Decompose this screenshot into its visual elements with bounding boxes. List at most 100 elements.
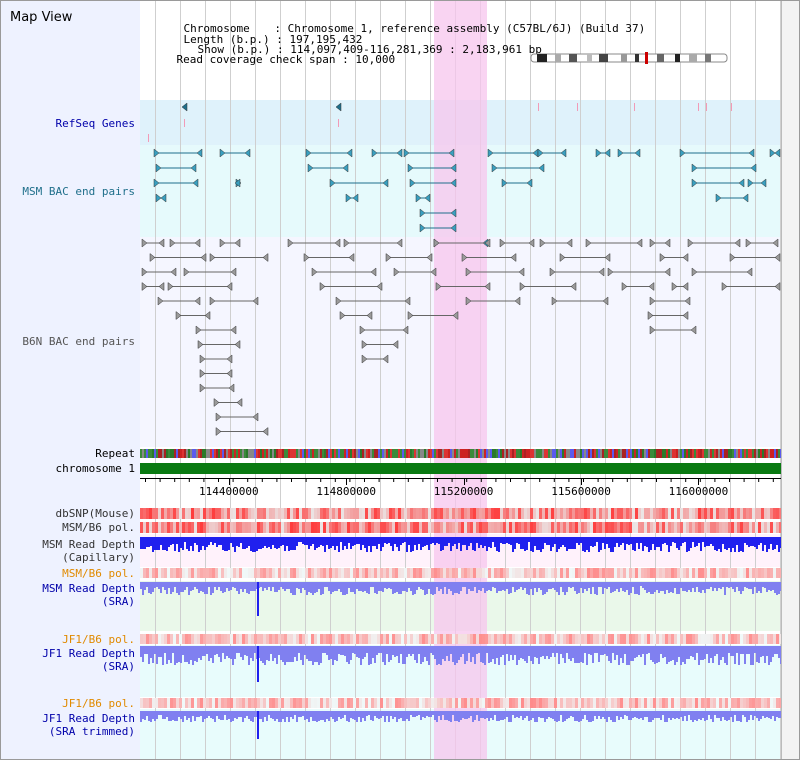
msm-bac-end-marker[interactable]	[537, 148, 544, 158]
msm-bac-end-marker[interactable]	[382, 178, 389, 188]
msm-bac-end-marker[interactable]	[160, 193, 167, 203]
b6n-bac-end-marker[interactable]	[465, 267, 472, 277]
msm-bac-end-marker[interactable]	[526, 178, 533, 188]
b6n-bac-end-marker[interactable]	[404, 296, 411, 306]
b6n-bac-end-marker[interactable]	[361, 354, 368, 364]
b6n-bac-end-marker[interactable]	[230, 325, 237, 335]
b6n-bac-end-marker[interactable]	[430, 267, 437, 277]
msm-bac-end-marker[interactable]	[352, 193, 359, 203]
msm-bac-end-marker[interactable]	[371, 148, 378, 158]
msm-bac-end-marker[interactable]	[153, 178, 160, 188]
b6n-bac-end-marker[interactable]	[392, 339, 399, 350]
msm-bac-end-marker[interactable]	[738, 178, 745, 188]
b6n-bac-end-marker[interactable]	[226, 368, 233, 379]
b6n-bac-end-marker[interactable]	[687, 238, 694, 248]
track-label-refseq[interactable]: RefSeq Genes	[55, 117, 135, 130]
b6n-bac-end-marker[interactable]	[519, 281, 526, 292]
b6n-bac-end-marker[interactable]	[141, 238, 148, 248]
msm-bac-end-marker[interactable]	[617, 148, 624, 158]
msm-bac-end-marker[interactable]	[403, 148, 410, 158]
msm-bac-end-marker[interactable]	[155, 163, 162, 173]
b6n-bac-end-marker[interactable]	[175, 310, 182, 321]
b6n-bac-end-marker[interactable]	[510, 252, 517, 263]
msm-bac-end-marker[interactable]	[407, 163, 414, 173]
msm-bac-end-marker[interactable]	[450, 163, 457, 173]
b6n-bac-end-marker[interactable]	[649, 296, 656, 306]
msm-bac-end-marker[interactable]	[448, 148, 455, 158]
b6n-bac-end-marker[interactable]	[649, 238, 656, 248]
b6n-bac-end-marker[interactable]	[682, 252, 689, 263]
msm-bac-end-marker[interactable]	[560, 148, 567, 158]
b6n-bac-end-marker[interactable]	[376, 281, 383, 292]
b6n-bac-end-marker[interactable]	[461, 252, 468, 263]
track-area[interactable]	[140, 1, 782, 759]
b6n-bac-end-marker[interactable]	[183, 267, 190, 277]
b6n-bac-end-marker[interactable]	[664, 238, 671, 248]
b6n-bac-end-marker[interactable]	[435, 281, 442, 292]
b6n-bac-end-marker[interactable]	[647, 310, 654, 321]
track-label-msm-b6-pol-2[interactable]: MSM/B6 pol.	[62, 567, 135, 580]
msm-bac-end-marker[interactable]	[346, 148, 353, 158]
b6n-bac-end-marker[interactable]	[664, 267, 671, 277]
msm-bac-end-marker[interactable]	[219, 148, 226, 158]
msm-bac-end-marker[interactable]	[769, 148, 776, 158]
msm-bac-end-marker[interactable]	[501, 178, 508, 188]
b6n-bac-end-marker[interactable]	[636, 238, 643, 248]
track-label-repeat[interactable]: Repeat	[95, 447, 135, 460]
b6n-bac-end-marker[interactable]	[559, 252, 566, 263]
b6n-bac-end-marker[interactable]	[262, 426, 269, 437]
msm-bac-end-marker[interactable]	[679, 148, 686, 158]
b6n-bac-end-marker[interactable]	[551, 296, 558, 306]
b6n-bac-end-marker[interactable]	[396, 238, 403, 248]
msm-bac-end-marker[interactable]	[155, 193, 162, 203]
b6n-bac-end-marker[interactable]	[169, 238, 176, 248]
track-label-jf1-read-depth-sra[interactable]: JF1 Read Depth (SRA)	[42, 647, 135, 673]
b6n-bac-end-marker[interactable]	[226, 281, 233, 292]
b6n-bac-end-marker[interactable]	[402, 325, 409, 335]
b6n-bac-end-marker[interactable]	[549, 267, 556, 277]
msm-bac-end-marker[interactable]	[307, 163, 314, 173]
b6n-bac-end-marker[interactable]	[200, 252, 207, 263]
track-label-b6n-bac[interactable]: B6N BAC end pairs	[22, 335, 135, 348]
selected-region-highlight[interactable]	[434, 1, 488, 759]
b6n-bac-end-marker[interactable]	[234, 238, 241, 248]
b6n-bac-end-marker[interactable]	[774, 252, 781, 263]
b6n-bac-end-marker[interactable]	[141, 281, 148, 292]
b6n-bac-end-marker[interactable]	[774, 281, 781, 292]
b6n-bac-end-marker[interactable]	[157, 296, 164, 306]
msm-bac-end-marker[interactable]	[760, 178, 767, 188]
b6n-bac-end-marker[interactable]	[385, 252, 392, 263]
msm-bac-end-marker[interactable]	[396, 148, 403, 158]
b6n-bac-end-marker[interactable]	[484, 238, 491, 248]
msm-bac-end-marker[interactable]	[487, 148, 494, 158]
b6n-bac-end-marker[interactable]	[204, 310, 211, 321]
msm-bac-end-marker[interactable]	[329, 178, 336, 188]
b6n-bac-end-marker[interactable]	[219, 238, 226, 248]
b6n-bac-end-marker[interactable]	[602, 296, 609, 306]
b6n-bac-end-marker[interactable]	[484, 281, 491, 292]
msm-bac-end-marker[interactable]	[450, 208, 457, 218]
b6n-bac-end-marker[interactable]	[226, 354, 233, 364]
msm-bac-end-marker[interactable]	[244, 148, 251, 158]
refseq-gene-marker[interactable]	[335, 102, 342, 112]
b6n-bac-end-marker[interactable]	[366, 310, 373, 321]
track-label-jf1-b6-pol-2[interactable]: JF1/B6 pol.	[62, 697, 135, 710]
b6n-bac-end-marker[interactable]	[745, 238, 752, 248]
b6n-bac-end-marker[interactable]	[262, 252, 269, 263]
msm-bac-end-marker[interactable]	[715, 193, 722, 203]
msm-bac-end-marker[interactable]	[234, 178, 241, 188]
b6n-bac-end-marker[interactable]	[228, 383, 235, 393]
b6n-bac-end-marker[interactable]	[287, 238, 294, 248]
track-label-jf1-b6-pol[interactable]: JF1/B6 pol.	[62, 633, 135, 646]
b6n-bac-end-marker[interactable]	[335, 296, 342, 306]
track-label-chromosome[interactable]: chromosome 1	[55, 462, 135, 475]
b6n-bac-end-marker[interactable]	[149, 252, 156, 263]
track-label-dbsnp[interactable]: dbSNP(Mouse)	[55, 507, 135, 520]
msm-bac-end-marker[interactable]	[538, 163, 545, 173]
msm-bac-end-marker[interactable]	[424, 193, 431, 203]
b6n-bac-end-marker[interactable]	[252, 412, 259, 422]
b6n-bac-end-marker[interactable]	[199, 368, 206, 379]
b6n-bac-end-marker[interactable]	[311, 267, 318, 277]
b6n-bac-end-marker[interactable]	[194, 296, 201, 306]
b6n-bac-end-marker[interactable]	[348, 252, 355, 263]
